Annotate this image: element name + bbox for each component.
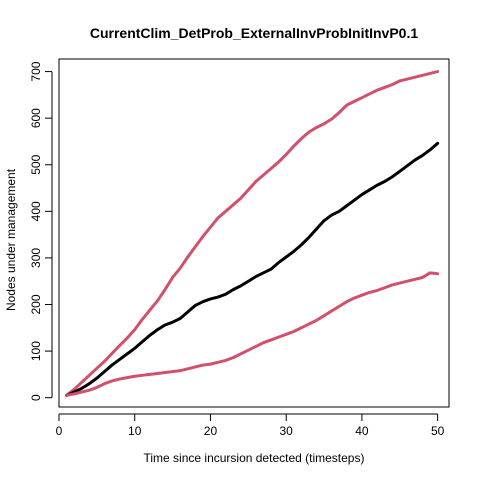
y-axis-label: Nodes under management	[4, 168, 18, 311]
x-tick-label: 40	[355, 424, 369, 438]
chart-title: CurrentClim_DetProb_ExternalInvProbInitI…	[90, 25, 419, 41]
y-tick-label: 400	[29, 201, 43, 221]
y-tick-label: 700	[29, 61, 43, 81]
x-tick-label: 10	[128, 424, 142, 438]
x-axis: 0 10 20 30 40 50	[56, 413, 445, 438]
x-tick-label: 30	[280, 424, 294, 438]
y-tick-label: 600	[29, 108, 43, 128]
y-axis: 0 100 200 300 400 500 600 700	[29, 61, 53, 401]
y-tick-label: 0	[29, 394, 43, 401]
y-tick-label: 100	[29, 341, 43, 361]
x-axis-label: Time since incursion detected (timesteps…	[144, 451, 365, 465]
x-tick-label: 0	[56, 424, 63, 438]
x-tick-label: 20	[204, 424, 218, 438]
y-tick-label: 200	[29, 294, 43, 314]
y-tick-label: 300	[29, 248, 43, 268]
series-line-2	[65, 141, 440, 397]
y-tick-label: 500	[29, 154, 43, 174]
x-tick-label: 50	[431, 424, 445, 438]
series-line-3	[65, 271, 440, 397]
plot-frame	[58, 58, 450, 408]
series-line-1	[65, 70, 440, 397]
series-group	[65, 70, 440, 397]
